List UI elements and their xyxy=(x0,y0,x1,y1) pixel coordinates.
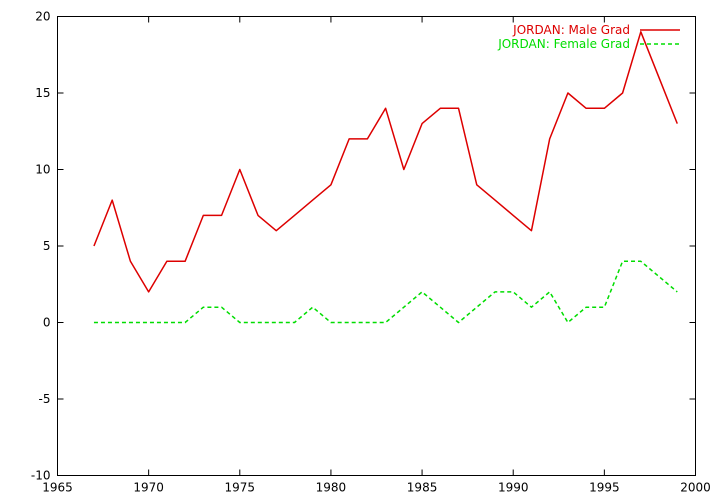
x-tick-label: 1995 xyxy=(589,481,620,495)
x-tick-label: 1990 xyxy=(498,481,529,495)
x-tick-label: 1970 xyxy=(133,481,164,495)
y-tick-label: 15 xyxy=(35,86,50,100)
axis-ticks xyxy=(57,16,696,476)
y-tick-label: -5 xyxy=(39,392,51,406)
y-tick-label: 5 xyxy=(43,239,51,253)
series-lines xyxy=(93,31,678,324)
series-line-male-grad xyxy=(93,31,678,293)
x-tick-label: 1965 xyxy=(42,481,73,495)
x-tick-label: 1975 xyxy=(225,481,256,495)
y-tick-label: 10 xyxy=(35,163,50,177)
axis-tick-labels: 1965 1970 1975 1980 1985 1990 1995 2000 -10 -5 0 5 1… xyxy=(31,10,711,495)
legend-label: JORDAN: Female Grad xyxy=(497,37,630,51)
x-tick-label: 1980 xyxy=(316,481,347,495)
y-tick-label: -10 xyxy=(31,469,51,483)
plot-frame xyxy=(57,16,696,476)
y-tick-label: 20 xyxy=(35,10,50,24)
y-tick-label: 0 xyxy=(43,316,51,330)
series-line-female-grad xyxy=(93,260,678,324)
x-tick-label: 1985 xyxy=(407,481,438,495)
legend-label: JORDAN: Male Grad xyxy=(512,23,630,37)
x-tick-label: 2000 xyxy=(680,481,711,495)
